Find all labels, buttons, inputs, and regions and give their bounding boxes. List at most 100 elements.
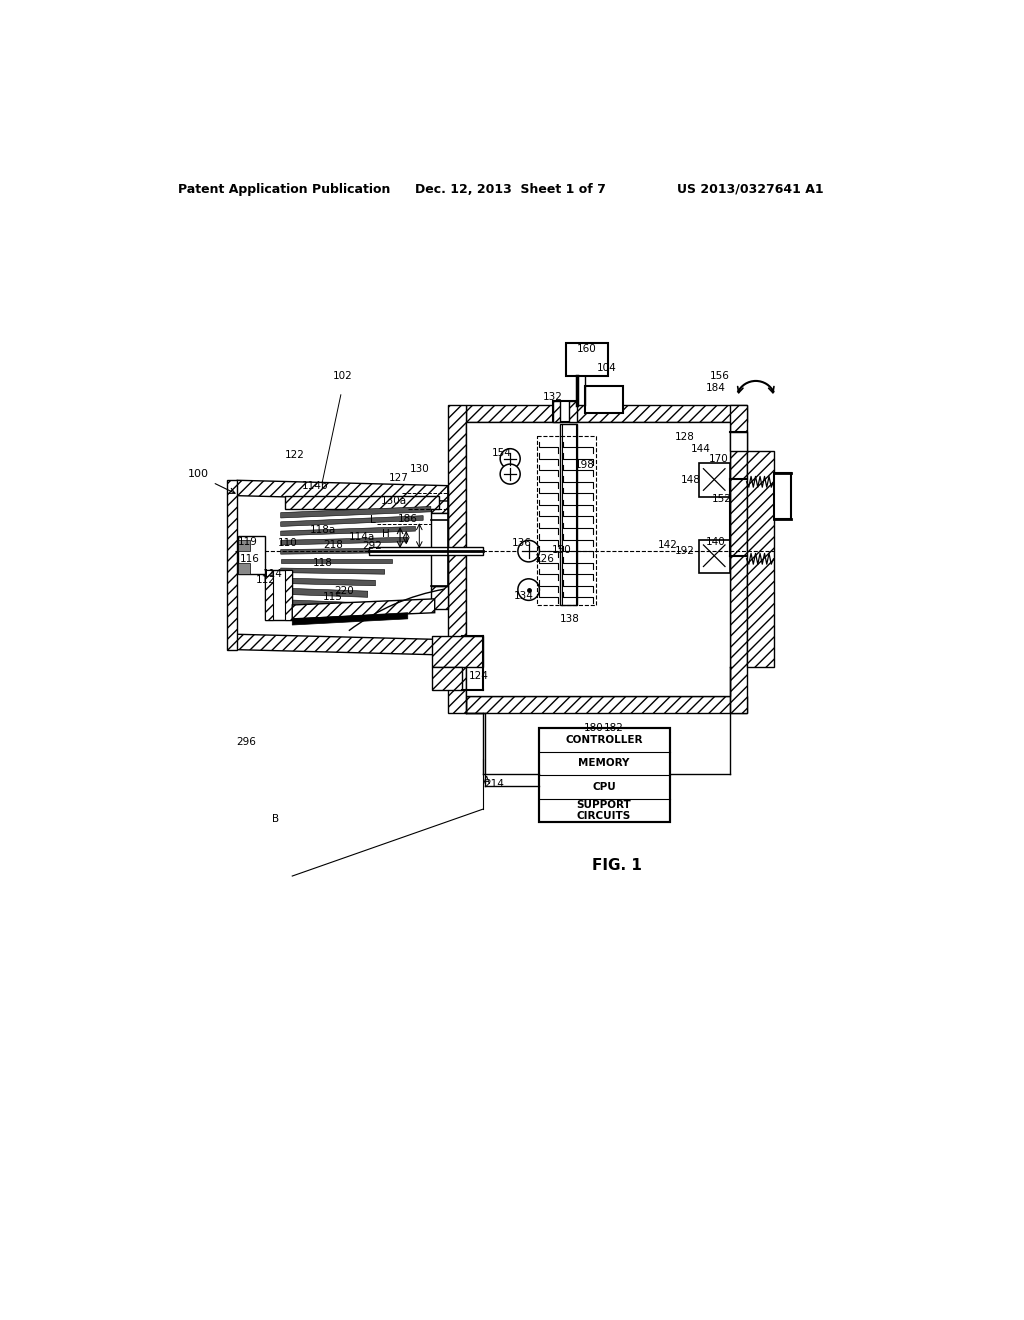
Text: 114b: 114b: [302, 480, 329, 491]
Text: 132: 132: [543, 392, 562, 403]
Circle shape: [518, 540, 540, 562]
Text: 118a: 118a: [310, 524, 336, 535]
Polygon shape: [281, 578, 376, 586]
Polygon shape: [281, 599, 361, 609]
Circle shape: [518, 579, 540, 601]
Polygon shape: [774, 473, 792, 519]
Text: 142: 142: [658, 540, 678, 550]
Text: 136: 136: [512, 539, 531, 548]
Text: 184: 184: [706, 383, 726, 393]
Text: 116: 116: [240, 554, 260, 564]
Polygon shape: [281, 568, 385, 574]
Text: 186: 186: [397, 513, 418, 524]
Text: 296: 296: [237, 737, 256, 747]
Text: Dec. 12, 2013  Sheet 1 of 7: Dec. 12, 2013 Sheet 1 of 7: [416, 182, 606, 195]
Text: CONTROLLER: CONTROLLER: [565, 735, 643, 744]
Polygon shape: [431, 490, 447, 512]
Text: CPU: CPU: [592, 781, 616, 792]
Text: 114: 114: [263, 569, 283, 579]
Polygon shape: [466, 422, 730, 696]
Text: A: A: [482, 776, 489, 785]
Polygon shape: [281, 527, 416, 536]
Text: 218: 218: [324, 540, 343, 550]
Text: 110: 110: [278, 539, 298, 548]
Polygon shape: [553, 401, 578, 422]
Text: 114a: 114a: [348, 532, 375, 543]
Text: 220: 220: [334, 586, 353, 597]
Text: 115: 115: [323, 593, 342, 602]
Polygon shape: [265, 570, 292, 620]
Polygon shape: [285, 496, 438, 508]
Text: H: H: [382, 529, 390, 539]
Text: Patent Application Publication: Patent Application Publication: [178, 182, 391, 195]
Text: L: L: [371, 515, 376, 525]
Text: 160: 160: [577, 345, 596, 354]
Text: 124: 124: [469, 671, 488, 681]
Text: US 2013/0327641 A1: US 2013/0327641 A1: [677, 182, 824, 195]
Polygon shape: [239, 536, 265, 574]
Text: 198: 198: [574, 459, 595, 470]
Polygon shape: [431, 512, 447, 586]
Text: 154: 154: [492, 449, 512, 458]
Text: 180: 180: [585, 723, 604, 733]
Polygon shape: [466, 696, 746, 713]
Polygon shape: [431, 586, 447, 609]
Polygon shape: [292, 612, 408, 626]
Text: 102: 102: [333, 371, 352, 380]
Polygon shape: [565, 343, 608, 376]
Polygon shape: [292, 599, 435, 619]
Polygon shape: [370, 548, 483, 554]
Polygon shape: [447, 405, 466, 713]
Text: FIG. 1: FIG. 1: [592, 858, 642, 873]
Text: B: B: [271, 814, 279, 824]
Polygon shape: [698, 540, 730, 573]
Text: 144: 144: [690, 445, 711, 454]
Text: 182: 182: [604, 723, 624, 733]
Text: 119: 119: [238, 537, 258, 546]
Text: 100: 100: [187, 469, 209, 479]
Polygon shape: [239, 540, 250, 552]
Polygon shape: [281, 507, 431, 517]
Polygon shape: [281, 589, 368, 598]
Polygon shape: [226, 480, 237, 649]
Text: 122: 122: [285, 450, 304, 459]
Text: 214: 214: [484, 779, 504, 788]
Polygon shape: [239, 562, 250, 574]
Text: SUPPORT
CIRCUITS: SUPPORT CIRCUITS: [577, 800, 632, 821]
Polygon shape: [237, 635, 447, 655]
Text: 128: 128: [675, 432, 695, 442]
Polygon shape: [281, 537, 408, 545]
Polygon shape: [432, 636, 483, 667]
Polygon shape: [569, 401, 578, 422]
Polygon shape: [746, 451, 773, 667]
Polygon shape: [730, 405, 746, 713]
Text: 118: 118: [313, 557, 333, 568]
Circle shape: [500, 449, 520, 469]
Polygon shape: [730, 432, 746, 451]
Polygon shape: [281, 558, 392, 564]
Text: 192: 192: [675, 546, 695, 556]
Text: MEMORY: MEMORY: [579, 759, 630, 768]
Polygon shape: [560, 424, 578, 605]
Text: 152: 152: [712, 494, 732, 504]
Polygon shape: [466, 405, 746, 422]
Polygon shape: [285, 570, 292, 620]
Circle shape: [500, 465, 520, 484]
Text: 148: 148: [681, 475, 701, 486]
Polygon shape: [265, 570, 273, 620]
Text: 104: 104: [597, 363, 616, 372]
Polygon shape: [553, 401, 560, 422]
Text: 134: 134: [513, 591, 534, 601]
Polygon shape: [237, 480, 447, 502]
Text: 127: 127: [388, 473, 409, 483]
Polygon shape: [432, 667, 462, 689]
Text: 112: 112: [255, 576, 275, 585]
Polygon shape: [281, 548, 400, 554]
Polygon shape: [698, 462, 730, 498]
Polygon shape: [585, 385, 624, 412]
Text: 140: 140: [706, 537, 726, 546]
Text: 130: 130: [411, 463, 430, 474]
Text: 292: 292: [362, 541, 382, 552]
Text: 138: 138: [559, 614, 580, 624]
Polygon shape: [539, 729, 670, 822]
